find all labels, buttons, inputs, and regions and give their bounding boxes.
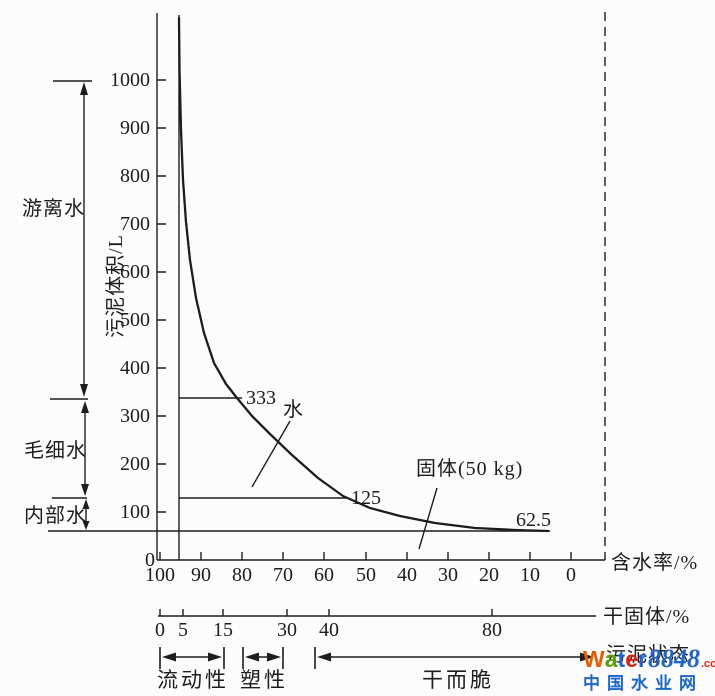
fluid-range-arrow: [159, 647, 225, 669]
y-tick-900: 900: [120, 117, 150, 139]
annotation-solid: 固体(50 kg): [416, 458, 524, 480]
x-tick-50: 50: [356, 564, 376, 586]
state-axis-title: 污泥状态: [606, 644, 690, 666]
x-tick-90: 90: [191, 564, 211, 586]
x-tick-0: 0: [566, 564, 576, 586]
solid-leader-line: [418, 487, 438, 550]
y-tick-300: 300: [120, 405, 150, 427]
y-ticks: [157, 79, 166, 513]
dry-tick-0: 0: [155, 619, 165, 641]
annotation-62-5: 62.5: [516, 509, 551, 531]
internal-water-label: 内部水: [24, 505, 87, 527]
x-tick-20: 20: [479, 564, 499, 586]
water-leader-line: [251, 420, 291, 488]
y-tick-600: 600: [120, 261, 150, 283]
watermark-letter-t: t: [617, 646, 626, 672]
dry-tick-80: 80: [482, 619, 502, 641]
free-water-label: 游离水: [22, 198, 85, 220]
watermark-letter-a: a: [604, 646, 618, 672]
internal-water-arrow: [82, 499, 90, 530]
state-fluid-label: 流动性: [157, 668, 229, 692]
x-axis-title: 含水率/%: [611, 552, 699, 574]
watermark-letter-w: W: [583, 646, 605, 672]
dry-brittle-range-arrow: [314, 647, 594, 669]
y-tick-800: 800: [120, 165, 150, 187]
watermark-letter-e: e: [625, 646, 638, 672]
y-tick-500: 500: [120, 309, 150, 331]
volume-curve: [177, 16, 550, 533]
x-tick-100: 100: [145, 564, 175, 586]
watermark-number: 8848: [647, 644, 700, 673]
capillary-water-arrow: [81, 401, 89, 496]
watermark: W a t e r 8848 .com 中国水业网: [583, 646, 715, 693]
annotation-125: 125: [351, 487, 381, 509]
plastic-range-arrow: [242, 647, 284, 669]
watermark-site-name: 中国水业网: [583, 674, 703, 693]
dry-solids-ticks: [159, 609, 493, 616]
x-tick-60: 60: [314, 564, 334, 586]
annotation-333: 333: [246, 387, 276, 409]
dry-tick-15: 15: [213, 619, 233, 641]
y-tick-100: 100: [120, 501, 150, 523]
dry-axis-title: 干固体/%: [603, 606, 691, 628]
watermark-letter-r: r: [637, 646, 647, 672]
x-tick-30: 30: [438, 564, 458, 586]
annotation-water: 水: [283, 399, 304, 421]
dry-tick-40: 40: [319, 619, 339, 641]
capillary-water-label: 毛细水: [24, 440, 87, 462]
x-tick-70: 70: [273, 564, 293, 586]
state-plastic-label: 塑性: [240, 668, 288, 692]
y-tick-0: 0: [145, 549, 155, 571]
free-water-arrow: [80, 82, 88, 397]
x-tick-10: 10: [520, 564, 540, 586]
y-tick-700: 700: [120, 213, 150, 235]
x-tick-40: 40: [397, 564, 417, 586]
y-tick-200: 200: [120, 453, 150, 475]
dry-tick-30: 30: [277, 619, 297, 641]
y-tick-400: 400: [120, 357, 150, 379]
dry-tick-5: 5: [178, 619, 188, 641]
state-dry-label: 干而脆: [422, 668, 494, 692]
watermark-dotcom: .com: [700, 658, 715, 670]
watermark-logo: W a t e r 8848 .com: [583, 646, 715, 672]
x-tick-80: 80: [232, 564, 252, 586]
x-ticks: [159, 552, 572, 560]
y-tick-1000: 1000: [110, 69, 150, 91]
